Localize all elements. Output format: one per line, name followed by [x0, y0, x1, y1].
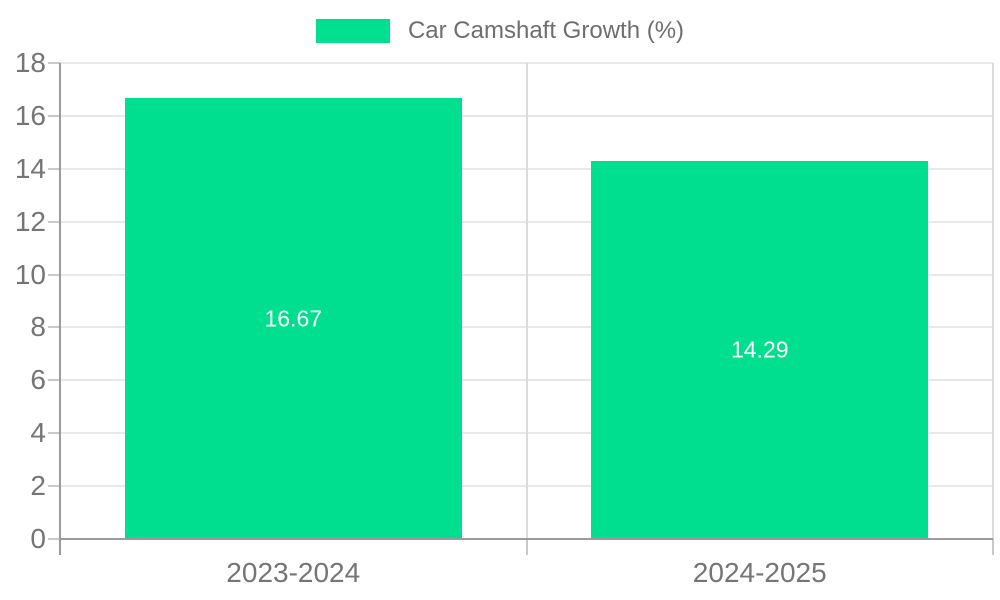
y-axis-tick-label: 2	[30, 470, 46, 502]
y-axis-tick-label: 6	[30, 364, 46, 396]
y-axis-tick	[48, 273, 60, 276]
y-axis-tick	[48, 326, 60, 329]
y-axis-tick	[48, 432, 60, 435]
bar-value-label: 14.29	[730, 336, 789, 363]
y-axis-tick	[48, 167, 60, 170]
legend-swatch-icon	[315, 19, 390, 43]
y-axis-tick-label: 4	[30, 417, 46, 449]
y-axis-tick-label: 0	[30, 523, 46, 554]
legend[interactable]: Car Camshaft Growth (%)	[0, 14, 1000, 48]
y-axis-tick-label: 12	[14, 205, 46, 237]
bar-2024-2025[interactable]	[591, 161, 928, 539]
y-axis-tick	[48, 485, 60, 488]
y-axis-tick	[48, 62, 60, 64]
x-axis-category-label: 2023-2024	[226, 557, 361, 588]
gridline-vertical	[992, 63, 994, 539]
x-axis-tick	[992, 539, 994, 555]
y-axis-tick-label: 16	[14, 99, 46, 131]
y-axis-tick	[48, 538, 60, 540]
y-axis-tick-label: 10	[14, 258, 46, 290]
y-axis-tick-label: 14	[14, 152, 46, 184]
x-axis-line	[60, 538, 993, 540]
bar-value-label: 16.67	[264, 305, 323, 332]
y-axis-tick	[48, 114, 60, 117]
x-axis-category-label: 2024-2025	[692, 557, 827, 588]
y-axis-tick	[48, 220, 60, 223]
y-axis-tick-label: 18	[14, 47, 46, 78]
y-axis-tick-label: 8	[30, 311, 46, 343]
y-axis-tick	[48, 379, 60, 382]
x-axis-tick	[525, 539, 528, 555]
y-axis-line	[59, 63, 61, 555]
legend-label: Car Camshaft Growth (%)	[407, 17, 685, 44]
gridline-vertical	[525, 63, 528, 539]
bar-2023-2024[interactable]	[125, 98, 462, 539]
